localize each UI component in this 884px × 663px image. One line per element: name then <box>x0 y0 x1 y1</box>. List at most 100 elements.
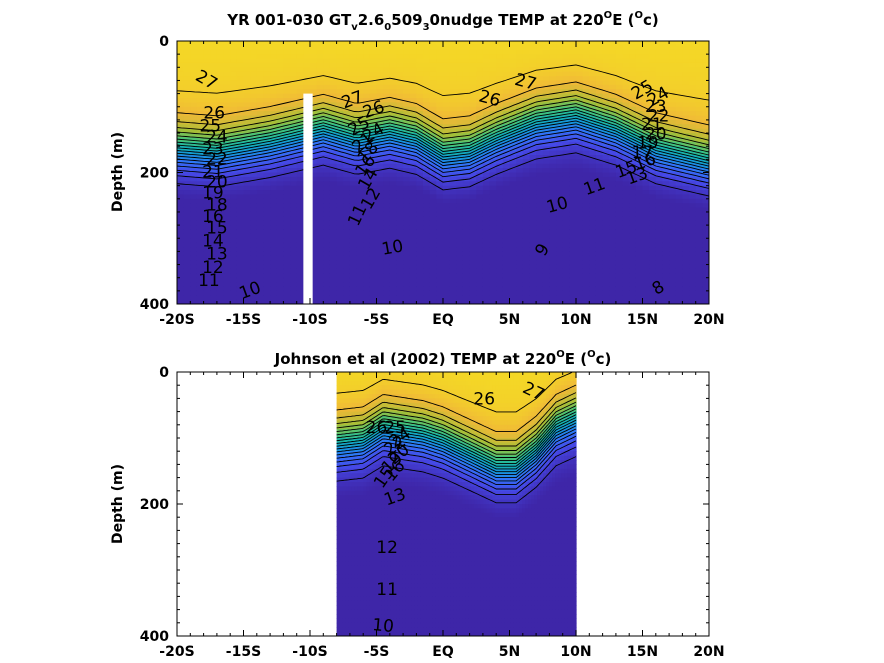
contour-label-18: 18 <box>206 195 228 215</box>
x-tick-label: 20N <box>693 312 724 328</box>
isotherm-10 <box>177 143 709 189</box>
isotherm-16 <box>336 422 577 473</box>
isotherm-22 <box>177 103 709 150</box>
isotherm-18 <box>336 417 577 467</box>
contour-label-24: 24 <box>206 128 228 148</box>
isotherm-24 <box>336 397 577 447</box>
contour-label-22: 22 <box>206 149 228 169</box>
isotherm-14 <box>177 126 709 173</box>
isotherm-21 <box>336 408 577 458</box>
y-tick-label: 200 <box>140 497 169 513</box>
contour-field-model <box>177 41 709 304</box>
contour-label-12: 12 <box>376 538 398 558</box>
isotherm-13 <box>336 431 577 482</box>
x-tick-label: 10N <box>560 312 591 328</box>
contour-label-26: 26 <box>473 390 495 410</box>
isotherm-27 <box>336 372 573 413</box>
isotherm-19 <box>336 414 577 464</box>
temperature-section-johnson: Johnson et al (2002) TEMP at 220OE (Oc) … <box>110 349 725 660</box>
x-tick-label: -10S <box>292 644 327 660</box>
isotherm-10 <box>336 446 577 496</box>
x-tick-label: -20S <box>159 644 194 660</box>
isotherm-13 <box>177 129 709 176</box>
contour-label-20: 20 <box>645 124 667 144</box>
contour-label-25: 25 <box>384 418 406 438</box>
isotherm-12 <box>336 435 577 486</box>
y-tick-label: 0 <box>159 365 169 381</box>
isotherm-23 <box>177 99 709 146</box>
contour-label-26: 26 <box>203 103 225 123</box>
y-axis-label-johnson: Depth (m) <box>110 464 126 544</box>
contour-label-16: 16 <box>202 207 224 227</box>
x-tick-label: -15S <box>226 644 261 660</box>
y-tick-label: 200 <box>140 166 169 182</box>
isotherm-11 <box>177 137 709 184</box>
x-tick-label: -10S <box>292 312 327 328</box>
isotherm-25 <box>177 89 709 135</box>
contour-label-13: 13 <box>206 245 228 265</box>
contour-label-21: 21 <box>641 115 663 135</box>
contour-label-26: 26 <box>366 418 388 438</box>
y-tick-label: 400 <box>140 297 169 313</box>
x-tick-label: 5N <box>499 312 520 328</box>
axes-johnson: -20S -15S -10S -5S EQ 5N 10N 15N 20N 0 200 400 <box>140 365 725 660</box>
isotherm-20 <box>177 109 709 156</box>
contour-label-11: 11 <box>376 580 398 600</box>
contour-label-15: 15 <box>206 218 228 238</box>
x-tick-label: EQ <box>432 312 454 328</box>
isotherm-17 <box>177 117 709 164</box>
isotherm-9 <box>177 152 709 197</box>
temperature-section-model: YR 001-030 GTv2.6050930nudge TEMP at 220… <box>110 10 725 328</box>
isotherm-22 <box>336 405 577 455</box>
x-tick-label: -15S <box>226 312 261 328</box>
x-tick-label: -5S <box>364 312 390 328</box>
contour-label-19: 19 <box>202 184 224 204</box>
contour-label-19: 19 <box>637 134 659 154</box>
chart-title-johnson: Johnson et al (2002) TEMP at 220OE (Oc) <box>274 349 612 368</box>
isotherm-24 <box>177 95 709 141</box>
contour-label-10: 10 <box>371 615 394 637</box>
isotherm-26 <box>177 81 709 126</box>
contour-label-25: 25 <box>199 117 221 137</box>
x-tick-label: 15N <box>627 312 658 328</box>
isotherm-15 <box>177 123 709 170</box>
x-tick-label: 10N <box>560 644 591 660</box>
x-tick-label: 20N <box>693 644 724 660</box>
y-tick-label: 0 <box>159 34 169 50</box>
axes-model: -20S -15S -10S -5S EQ 5N 10N 15N 20N 0 200 400 <box>140 34 725 328</box>
contour-label-11: 11 <box>198 271 220 291</box>
contour-label-12: 12 <box>202 258 224 278</box>
isotherm-12 <box>177 133 709 180</box>
isotherm-17 <box>336 419 577 470</box>
isotherm-19 <box>177 112 709 159</box>
isotherm-23 <box>336 401 577 451</box>
isotherm-11 <box>336 440 577 490</box>
contour-field-johnson <box>336 372 577 636</box>
contour-label-23: 23 <box>202 140 224 160</box>
chart-title-model: YR 001-030 GTv2.6050930nudge TEMP at 220… <box>226 10 659 33</box>
contour-label-20: 20 <box>206 172 228 192</box>
x-tick-label: -20S <box>159 312 194 328</box>
contour-label-21: 21 <box>202 163 224 183</box>
x-tick-label: EQ <box>432 644 454 660</box>
contour-label-14: 14 <box>202 232 224 252</box>
isotherm-18 <box>177 114 709 162</box>
isotherm-27 <box>177 64 709 101</box>
isotherm-25 <box>336 392 577 441</box>
isotherm-20 <box>336 411 577 462</box>
isotherm-15 <box>336 425 577 476</box>
contour-label-17: 17 <box>632 143 654 163</box>
x-tick-label: 5N <box>499 644 520 660</box>
isotherm-21 <box>177 106 709 153</box>
contour-label-23: 23 <box>645 97 667 117</box>
isotherm-14 <box>336 428 577 479</box>
isotherm-9 <box>336 456 577 504</box>
isotherm-16 <box>177 120 709 167</box>
x-tick-label: -5S <box>364 644 390 660</box>
contour-label-22: 22 <box>648 107 670 127</box>
y-tick-label: 400 <box>140 629 169 645</box>
y-axis-label-model: Depth (m) <box>110 132 126 212</box>
contour-lines <box>336 372 577 504</box>
missing-data-gap <box>303 93 313 304</box>
